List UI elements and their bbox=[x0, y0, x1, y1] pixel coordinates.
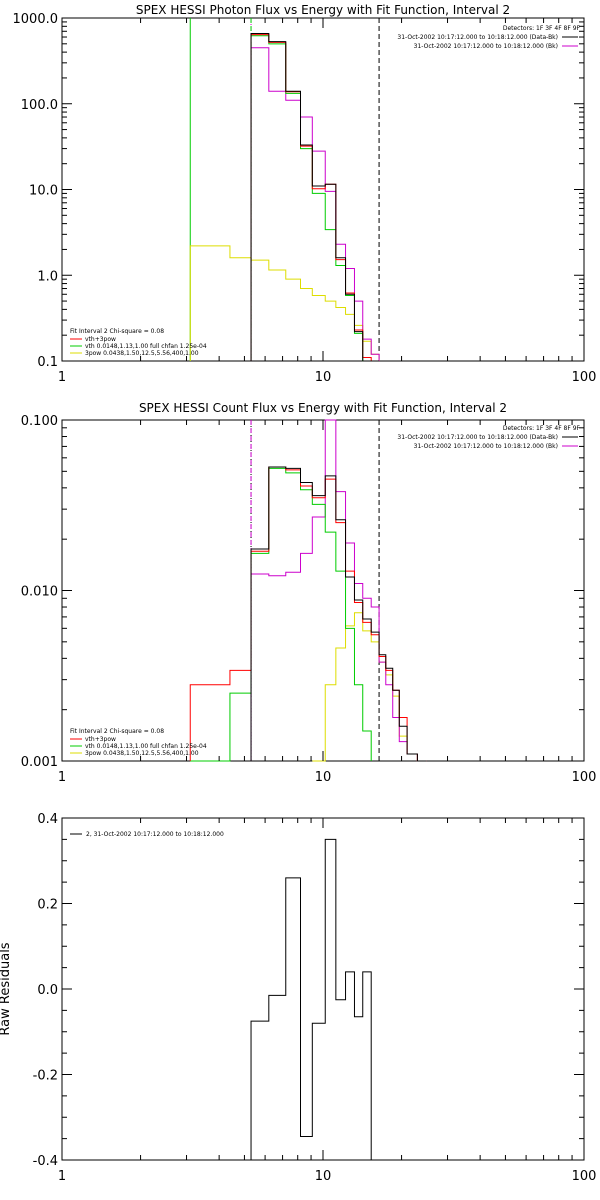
count-flux-ticks: 1 10 100 0.001 0.010 0.100 bbox=[21, 414, 597, 785]
photon-flux-detectors-label: Detectors: 1F 3F 4F 8F 9F bbox=[503, 25, 581, 32]
photon-flux-series-data bbox=[250, 32, 380, 362]
count-flux-fit-vth-label: vth 0.0148,1.13,1.00 full chfan 1.25e-04 bbox=[85, 743, 207, 750]
photon-flux-panel: SPEX HESSI Photon Flux vs Energy with Fi… bbox=[13, 3, 597, 385]
count-flux-legend-data-bk-label: 31-Oct-2002 10:17:12.000 to 10:18:12.000… bbox=[397, 434, 558, 441]
photon-flux-x-tick-label: 1 bbox=[58, 370, 66, 385]
count-flux-x-tick-label: 100 bbox=[572, 770, 597, 785]
count-flux-series-vth bbox=[190, 467, 372, 762]
photon-flux-fit-vth-label: vth 0.0148,1.13,1.00 full chfan 1.25e-04 bbox=[85, 343, 207, 350]
photon-flux-title: SPEX HESSI Photon Flux vs Energy with Fi… bbox=[136, 3, 510, 17]
count-flux-fit-header: Fit Interval 2 Chi-square = 0.08 bbox=[70, 728, 164, 735]
photon-flux-x-tick-label: 10 bbox=[315, 370, 332, 385]
photon-flux-y-tick-label: 10.0 bbox=[29, 184, 58, 199]
photon-flux-detector-legend: Detectors: 1F 3F 4F 8F 9F 31-Oct-2002 10… bbox=[397, 25, 580, 50]
residuals-x-tick-label: 10 bbox=[315, 1169, 332, 1184]
count-flux-legend-bk-label: 31-Oct-2002 10:17:12.000 to 10:18:12.000… bbox=[414, 443, 558, 450]
photon-flux-fit-total-label: vth+3pow bbox=[85, 336, 116, 343]
count-flux-axes-frame bbox=[61, 419, 585, 762]
photon-flux-y-tick-label: 0.1 bbox=[37, 355, 58, 370]
count-flux-x-tick-label: 10 bbox=[315, 770, 332, 785]
photon-flux-ticks: 1 10 100 0.1 1.0 10.0 100.0 1000.0 bbox=[13, 12, 597, 385]
residuals-y-tick-label: -0.2 bbox=[33, 1069, 58, 1084]
residuals-series-residuals bbox=[250, 838, 380, 1161]
count-flux-y-tick-label: 0.001 bbox=[21, 755, 58, 770]
photon-flux-series-total bbox=[250, 34, 380, 362]
photon-flux-fit-pow-label: 3pow 0.0438,1.50,12.5,5.56,400,1.00 bbox=[85, 350, 199, 357]
residuals-y-tick-label: 0.0 bbox=[37, 983, 58, 998]
photon-flux-legend-bk-label: 31-Oct-2002 10:17:12.000 to 10:18:12.000… bbox=[414, 43, 558, 50]
residuals-legend-label: 2, 31-Oct-2002 10:17:12.000 to 10:18:12.… bbox=[86, 831, 224, 838]
photon-flux-y-tick-label: 1000.0 bbox=[13, 12, 59, 27]
count-flux-title: SPEX HESSI Count Flux vs Energy with Fit… bbox=[139, 401, 507, 415]
count-flux-marks bbox=[189, 419, 427, 762]
photon-flux-fit-header: Fit Interval 2 Chi-square = 0.08 bbox=[70, 328, 164, 335]
residuals-x-tick-label: 1 bbox=[58, 1169, 66, 1184]
residuals-marks bbox=[250, 838, 380, 1161]
photon-flux-fit-legend: Fit Interval 2 Chi-square = 0.08 vth+3po… bbox=[70, 328, 207, 357]
photon-flux-series-vth bbox=[250, 35, 380, 362]
count-flux-fit-pow-label: 3pow 0.0438,1.50,12.5,5.56,400,1.00 bbox=[85, 750, 199, 757]
count-flux-series-data bbox=[250, 466, 427, 762]
residuals-panel: Raw Residuals 1 10 100 -0.4 -0.2 0.0 0.2 0.4 2,… bbox=[0, 812, 596, 1184]
photon-flux-marks bbox=[189, 18, 380, 362]
photon-flux-series-pow bbox=[189, 245, 380, 361]
photon-flux-y-tick-label: 100.0 bbox=[21, 98, 58, 113]
count-flux-detector-legend: Detectors: 1F 3F 4F 8F 9F 31-Oct-2002 10… bbox=[397, 425, 580, 450]
residuals-y-axis-label: Raw Residuals bbox=[0, 942, 13, 1035]
count-flux-series-pow bbox=[312, 612, 427, 762]
residuals-y-tick-label: 0.4 bbox=[37, 812, 58, 827]
photon-flux-y-tick-label: 1.0 bbox=[37, 269, 58, 284]
count-flux-panel: SPEX HESSI Count Flux vs Energy with Fit… bbox=[21, 401, 597, 785]
photon-flux-legend-data-bk-label: 31-Oct-2002 10:17:12.000 to 10:18:12.000… bbox=[397, 34, 558, 41]
count-flux-fit-total-label: vth+3pow bbox=[85, 736, 116, 743]
count-flux-series-bk bbox=[250, 419, 427, 762]
count-flux-y-tick-label: 0.010 bbox=[21, 585, 58, 600]
count-flux-fit-legend: Fit Interval 2 Chi-square = 0.08 vth+3po… bbox=[70, 728, 207, 757]
photon-flux-series-bk bbox=[250, 47, 380, 361]
count-flux-detectors-label: Detectors: 1F 3F 4F 8F 9F bbox=[503, 425, 581, 432]
residuals-legend: 2, 31-Oct-2002 10:17:12.000 to 10:18:12.… bbox=[70, 831, 224, 838]
residuals-ticks: 1 10 100 -0.4 -0.2 0.0 0.2 0.4 bbox=[33, 812, 597, 1184]
count-flux-x-tick-label: 1 bbox=[58, 770, 66, 785]
residuals-x-tick-label: 100 bbox=[572, 1169, 597, 1184]
residuals-y-tick-label: -0.4 bbox=[33, 1154, 58, 1169]
residuals-y-tick-label: 0.2 bbox=[37, 898, 58, 913]
photon-flux-x-tick-label: 100 bbox=[572, 370, 597, 385]
photon-flux-axes-frame bbox=[61, 17, 585, 362]
count-flux-series-total bbox=[189, 466, 427, 762]
residuals-axes-frame bbox=[61, 817, 585, 1161]
count-flux-y-tick-label: 0.100 bbox=[21, 414, 58, 429]
